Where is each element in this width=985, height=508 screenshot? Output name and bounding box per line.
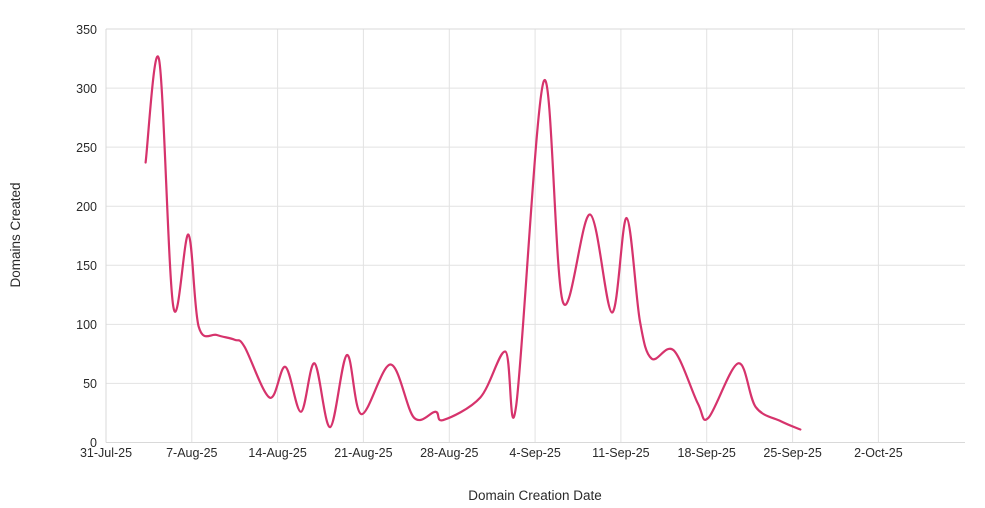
svg-text:Domains Created: Domains Created [8, 182, 23, 287]
svg-text:14-Aug-25: 14-Aug-25 [248, 446, 306, 460]
svg-text:28-Aug-25: 28-Aug-25 [420, 446, 478, 460]
svg-text:50: 50 [83, 377, 97, 391]
svg-text:150: 150 [76, 259, 97, 273]
svg-text:7-Aug-25: 7-Aug-25 [166, 446, 217, 460]
svg-text:300: 300 [76, 82, 97, 96]
svg-text:100: 100 [76, 318, 97, 332]
svg-text:Domain Creation Date: Domain Creation Date [468, 488, 602, 503]
svg-text:2-Oct-25: 2-Oct-25 [854, 446, 903, 460]
svg-text:4-Sep-25: 4-Sep-25 [509, 446, 560, 460]
svg-text:31-Jul-25: 31-Jul-25 [80, 446, 132, 460]
svg-text:200: 200 [76, 200, 97, 214]
svg-text:25-Sep-25: 25-Sep-25 [763, 446, 821, 460]
svg-text:18-Sep-25: 18-Sep-25 [678, 446, 736, 460]
svg-text:11-Sep-25: 11-Sep-25 [592, 446, 649, 460]
svg-text:250: 250 [76, 141, 97, 155]
svg-text:350: 350 [76, 23, 97, 37]
svg-text:21-Aug-25: 21-Aug-25 [334, 446, 392, 460]
